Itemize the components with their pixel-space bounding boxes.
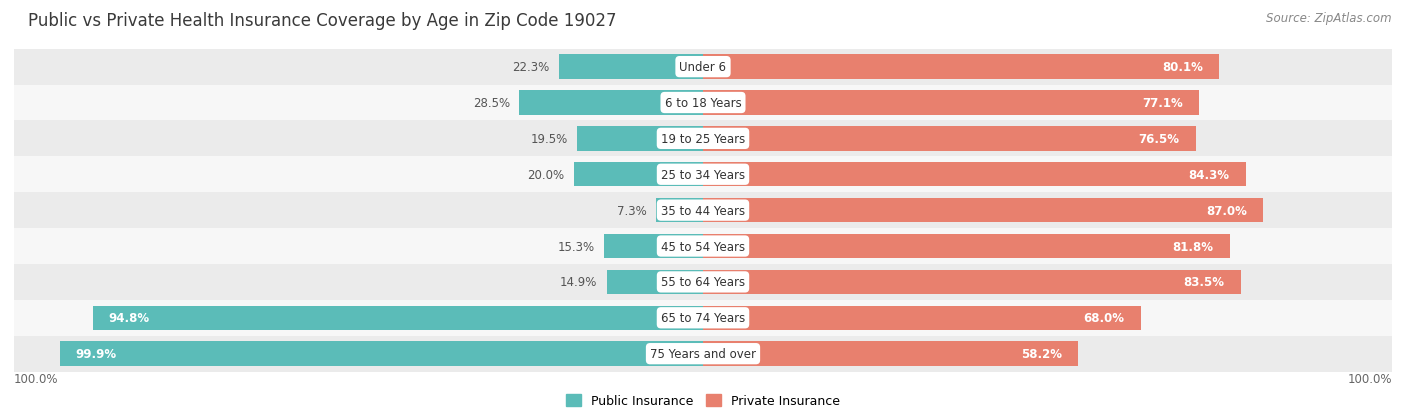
Text: 84.3%: 84.3% <box>1188 169 1230 181</box>
Text: 15.3%: 15.3% <box>558 240 595 253</box>
Legend: Public Insurance, Private Insurance: Public Insurance, Private Insurance <box>567 394 839 407</box>
Bar <box>560 55 703 80</box>
Text: 19.5%: 19.5% <box>530 133 568 145</box>
Text: 28.5%: 28.5% <box>472 97 510 110</box>
FancyBboxPatch shape <box>14 336 1392 372</box>
Text: 22.3%: 22.3% <box>513 61 550 74</box>
Bar <box>605 234 703 259</box>
Text: 58.2%: 58.2% <box>1021 347 1062 360</box>
Bar <box>703 91 1199 115</box>
Bar <box>657 199 703 223</box>
Bar <box>60 342 703 366</box>
Text: 65 to 74 Years: 65 to 74 Years <box>661 311 745 325</box>
Text: 76.5%: 76.5% <box>1139 133 1180 145</box>
FancyBboxPatch shape <box>14 228 1392 264</box>
FancyBboxPatch shape <box>14 85 1392 121</box>
Text: 25 to 34 Years: 25 to 34 Years <box>661 169 745 181</box>
Text: 75 Years and over: 75 Years and over <box>650 347 756 360</box>
Bar <box>607 270 703 294</box>
Text: 68.0%: 68.0% <box>1084 311 1125 325</box>
Text: 99.9%: 99.9% <box>76 347 117 360</box>
Bar <box>703 306 1140 330</box>
Text: 81.8%: 81.8% <box>1173 240 1213 253</box>
Text: 35 to 44 Years: 35 to 44 Years <box>661 204 745 217</box>
Text: 77.1%: 77.1% <box>1143 97 1184 110</box>
FancyBboxPatch shape <box>14 157 1392 193</box>
Bar <box>703 55 1219 80</box>
FancyBboxPatch shape <box>14 121 1392 157</box>
Text: 19 to 25 Years: 19 to 25 Years <box>661 133 745 145</box>
Bar <box>703 163 1246 187</box>
FancyBboxPatch shape <box>14 50 1392 85</box>
Text: 100.0%: 100.0% <box>1347 372 1392 385</box>
Bar <box>703 270 1240 294</box>
FancyBboxPatch shape <box>14 300 1392 336</box>
Text: 55 to 64 Years: 55 to 64 Years <box>661 276 745 289</box>
FancyBboxPatch shape <box>14 264 1392 300</box>
Bar <box>703 342 1078 366</box>
Text: 6 to 18 Years: 6 to 18 Years <box>665 97 741 110</box>
Text: 14.9%: 14.9% <box>560 276 598 289</box>
Bar <box>574 163 703 187</box>
Text: 45 to 54 Years: 45 to 54 Years <box>661 240 745 253</box>
Bar <box>578 127 703 151</box>
Bar <box>93 306 703 330</box>
Bar <box>519 91 703 115</box>
Text: 80.1%: 80.1% <box>1161 61 1202 74</box>
Text: 94.8%: 94.8% <box>108 311 150 325</box>
Bar <box>703 199 1263 223</box>
Text: 7.3%: 7.3% <box>617 204 647 217</box>
Bar <box>703 234 1230 259</box>
Text: 87.0%: 87.0% <box>1206 204 1247 217</box>
Text: 20.0%: 20.0% <box>527 169 565 181</box>
Bar <box>703 127 1195 151</box>
FancyBboxPatch shape <box>14 193 1392 228</box>
Text: Public vs Private Health Insurance Coverage by Age in Zip Code 19027: Public vs Private Health Insurance Cover… <box>28 12 617 30</box>
Text: 100.0%: 100.0% <box>14 372 59 385</box>
Text: Under 6: Under 6 <box>679 61 727 74</box>
Text: Source: ZipAtlas.com: Source: ZipAtlas.com <box>1267 12 1392 25</box>
Text: 83.5%: 83.5% <box>1184 276 1225 289</box>
